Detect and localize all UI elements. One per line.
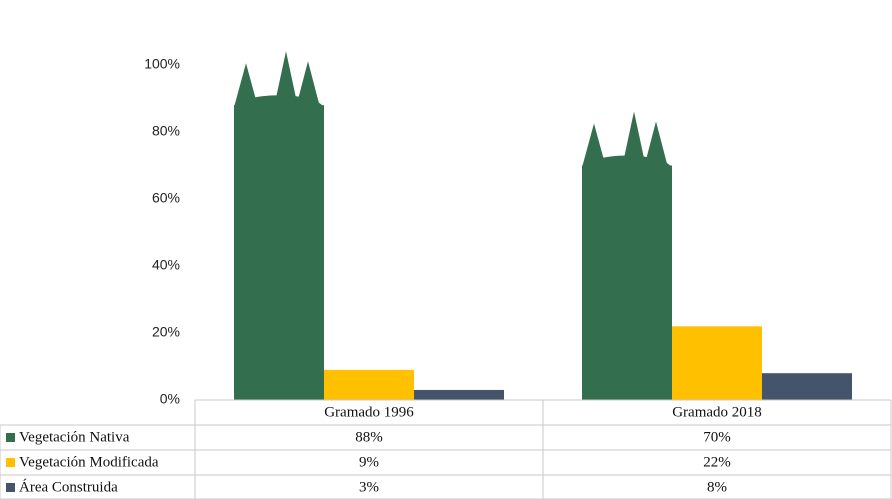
- tree-icon: [234, 63, 258, 108]
- bar: [582, 165, 672, 400]
- table-value: 22%: [703, 454, 731, 470]
- bar: [672, 326, 762, 400]
- y-tick-label: 80%: [152, 123, 180, 139]
- legend-label: Vegetación Nativa: [19, 429, 130, 445]
- category-label: Gramado 2018: [672, 404, 762, 420]
- tree-icon: [582, 123, 606, 168]
- y-tick-label: 40%: [152, 257, 180, 273]
- category-label: Gramado 1996: [324, 404, 414, 420]
- bar: [414, 389, 504, 400]
- table-value: 88%: [355, 429, 383, 445]
- legend-swatch: [6, 458, 15, 467]
- bar: [324, 369, 414, 400]
- bar: [234, 105, 324, 400]
- hill-icon: [234, 95, 324, 124]
- legend-swatch: [6, 433, 15, 442]
- table-value: 9%: [359, 454, 379, 470]
- table-value: 3%: [359, 479, 379, 495]
- table-value: 8%: [707, 479, 727, 495]
- legend-label: Vegetación Modificada: [19, 454, 159, 470]
- tree-icon: [296, 61, 320, 108]
- legend-swatch: [6, 483, 15, 492]
- bar: [762, 373, 852, 400]
- y-tick-label: 100%: [144, 56, 180, 72]
- y-tick-label: 60%: [152, 190, 180, 206]
- y-tick-label: 0%: [160, 391, 180, 407]
- tree-icon: [622, 111, 646, 168]
- table-value: 70%: [703, 429, 731, 445]
- hill-icon: [582, 155, 672, 184]
- tree-icon: [274, 51, 298, 108]
- tree-icon: [644, 121, 668, 168]
- y-tick-label: 20%: [152, 324, 180, 340]
- legend-label: Área Construida: [19, 478, 118, 495]
